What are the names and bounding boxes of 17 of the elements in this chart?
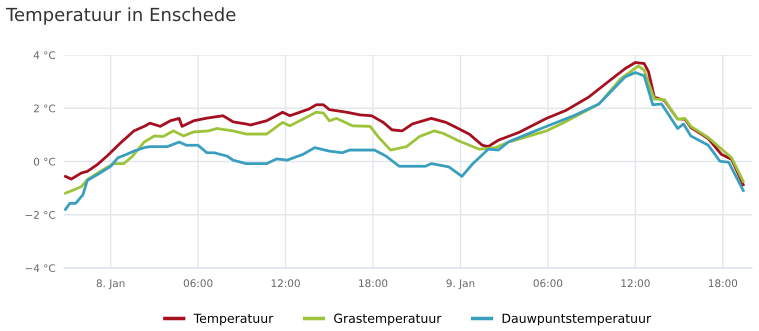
x-tick-label: 12:00 (622, 279, 650, 288)
y-tick-label: 2 °C (34, 104, 56, 112)
x-tick-label: 06:00 (184, 279, 212, 288)
x-tick-label: 8. Jan (96, 279, 124, 290)
x-tick-label: 06:00 (534, 279, 562, 288)
legend-label: Dauwpuntstemperatuur (502, 314, 652, 326)
x-tick-label: 12:00 (272, 279, 300, 288)
legend-label: Temperatuur (194, 314, 274, 326)
x-tick-label: 18:00 (359, 279, 388, 288)
y-tick-label: −4 °C (26, 264, 56, 272)
chart-title: Temperatuur in Enschede (6, 7, 236, 25)
y-tick-label: 0 °C (34, 158, 56, 166)
x-tick-label: 18:00 (708, 279, 738, 288)
legend-label: Grastemperatuur (334, 314, 442, 326)
y-tick-label: −2 °C (26, 210, 56, 219)
x-tick-label: 9. Jan (446, 279, 474, 290)
y-tick-label: 4 °C (34, 51, 56, 60)
